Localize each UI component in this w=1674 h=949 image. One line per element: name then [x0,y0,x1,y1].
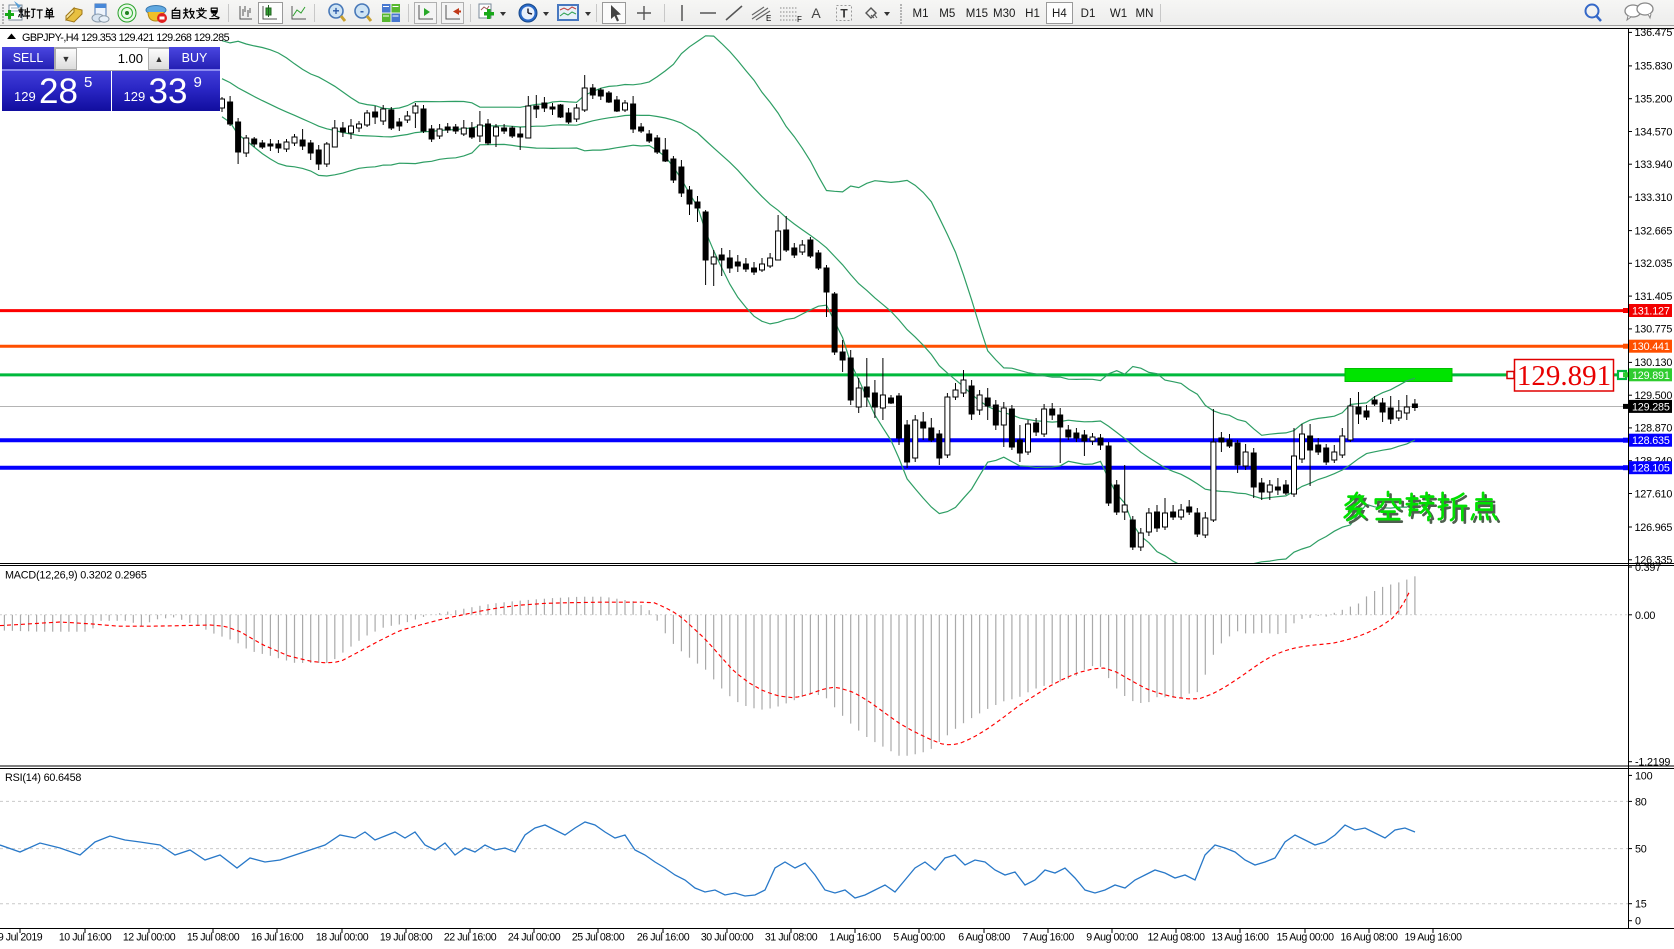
svg-text:128.105: 128.105 [1632,463,1670,475]
svg-text:130.775: 130.775 [1635,324,1673,336]
svg-text:19 Aug 16:00: 19 Aug 16:00 [1404,932,1462,944]
svg-text:15 Aug 00:00: 15 Aug 00:00 [1276,932,1334,944]
svg-text:31 Jul 08:00: 31 Jul 08:00 [765,932,818,944]
svg-text:18 Jul 00:00: 18 Jul 00:00 [316,932,369,944]
svg-text:-1.2199: -1.2199 [1635,757,1670,769]
svg-text:129.891: 129.891 [1517,360,1611,392]
svg-text:133.310: 133.310 [1635,192,1673,204]
svg-text:10 Jul 16:00: 10 Jul 16:00 [59,932,112,944]
svg-text:T: T [840,7,848,21]
svg-text:-: - [360,4,364,18]
svg-text:7 Aug 16:00: 7 Aug 16:00 [1022,932,1074,944]
svg-text:W1: W1 [1110,8,1127,20]
svg-text:24 Jul 00:00: 24 Jul 00:00 [508,932,561,944]
svg-text:0.00: 0.00 [1635,610,1655,622]
svg-text:E: E [766,14,771,23]
svg-text:132.665: 132.665 [1635,225,1673,237]
svg-text:M15: M15 [966,8,988,20]
svg-text:MACD(12,26,9) 0.3202 0.2965: MACD(12,26,9) 0.3202 0.2965 [5,570,147,582]
svg-text:12 Jul 00:00: 12 Jul 00:00 [123,932,176,944]
svg-text:135.200: 135.200 [1635,94,1673,106]
svg-text:131.127: 131.127 [1632,306,1670,318]
svg-text:9 Jul 2019: 9 Jul 2019 [0,932,43,944]
svg-text:134.570: 134.570 [1635,126,1673,138]
svg-text:26 Jul 16:00: 26 Jul 16:00 [637,932,690,944]
svg-text:H4: H4 [1052,8,1067,20]
svg-text:0: 0 [1635,916,1641,928]
svg-text:6 Aug 08:00: 6 Aug 08:00 [958,932,1010,944]
svg-text:19 Jul 08:00: 19 Jul 08:00 [380,932,433,944]
svg-text:16 Aug 08:00: 16 Aug 08:00 [1340,932,1398,944]
svg-text:0.397: 0.397 [1635,562,1661,574]
svg-text:M30: M30 [993,8,1015,20]
svg-text:RSI(14) 60.6458: RSI(14) 60.6458 [5,772,81,784]
svg-text:H1: H1 [1025,8,1040,20]
svg-text:130.130: 130.130 [1635,357,1673,369]
svg-text:80: 80 [1635,796,1647,808]
svg-text:130.441: 130.441 [1632,341,1670,353]
svg-text:F: F [797,15,802,24]
svg-text:100: 100 [1635,770,1653,782]
svg-text:129.891: 129.891 [1632,370,1670,382]
svg-text:30 Jul 00:00: 30 Jul 00:00 [701,932,754,944]
svg-text:1 Aug 16:00: 1 Aug 16:00 [829,932,881,944]
svg-text:M1: M1 [913,8,929,20]
svg-text:D1: D1 [1081,8,1096,20]
svg-text:136.475: 136.475 [1635,27,1673,39]
svg-text:133.940: 133.940 [1635,159,1673,171]
svg-text:129.285: 129.285 [1632,401,1670,413]
svg-text:50: 50 [1635,844,1647,856]
svg-text:126.965: 126.965 [1635,522,1673,534]
svg-text:15 Jul 08:00: 15 Jul 08:00 [187,932,240,944]
svg-text:126.335: 126.335 [1635,555,1673,567]
svg-text:135.830: 135.830 [1635,61,1673,73]
svg-text:15: 15 [1635,899,1647,911]
svg-text:16 Jul 16:00: 16 Jul 16:00 [251,932,304,944]
svg-text:132.035: 132.035 [1635,258,1673,270]
svg-text:GBPJPY-,H4 129.353 129.421 12: GBPJPY-,H4 129.353 129.421 129.268 129.2… [22,32,230,44]
svg-text:128.635: 128.635 [1632,435,1670,447]
svg-text:22 Jul 16:00: 22 Jul 16:00 [444,932,497,944]
svg-text:25 Jul 08:00: 25 Jul 08:00 [572,932,625,944]
svg-text:9 Aug 00:00: 9 Aug 00:00 [1086,932,1138,944]
svg-text:131.405: 131.405 [1635,291,1673,303]
svg-text:MN: MN [1136,8,1154,20]
svg-text:M5: M5 [939,8,955,20]
svg-text:128.870: 128.870 [1635,423,1673,435]
svg-text:5 Aug 00:00: 5 Aug 00:00 [893,932,945,944]
svg-text:A: A [811,5,821,21]
svg-text:127.610: 127.610 [1635,488,1673,500]
svg-text:+: + [332,4,339,18]
svg-text:13 Aug 16:00: 13 Aug 16:00 [1211,932,1269,944]
svg-text:12 Aug 08:00: 12 Aug 08:00 [1147,932,1205,944]
svg-text:129.500: 129.500 [1635,390,1673,402]
